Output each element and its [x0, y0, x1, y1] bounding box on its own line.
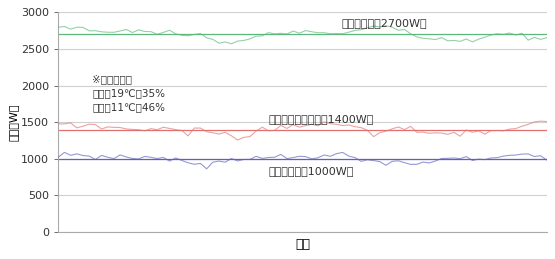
X-axis label: 時間: 時間: [295, 238, 310, 251]
Text: 扉開放（平均2700W）: 扉開放（平均2700W）: [341, 18, 427, 28]
Y-axis label: 電力（W）: 電力（W）: [8, 104, 18, 141]
Text: エアカーテン（平均1400W）: エアカーテン（平均1400W）: [268, 114, 374, 124]
Text: 扉閉鎖（平均1000W）: 扉閉鎖（平均1000W）: [268, 166, 354, 176]
Text: ※温湿度条件
　室内19℃　35%
　外気11℃　46%: ※温湿度条件 室内19℃ 35% 外気11℃ 46%: [93, 74, 165, 112]
